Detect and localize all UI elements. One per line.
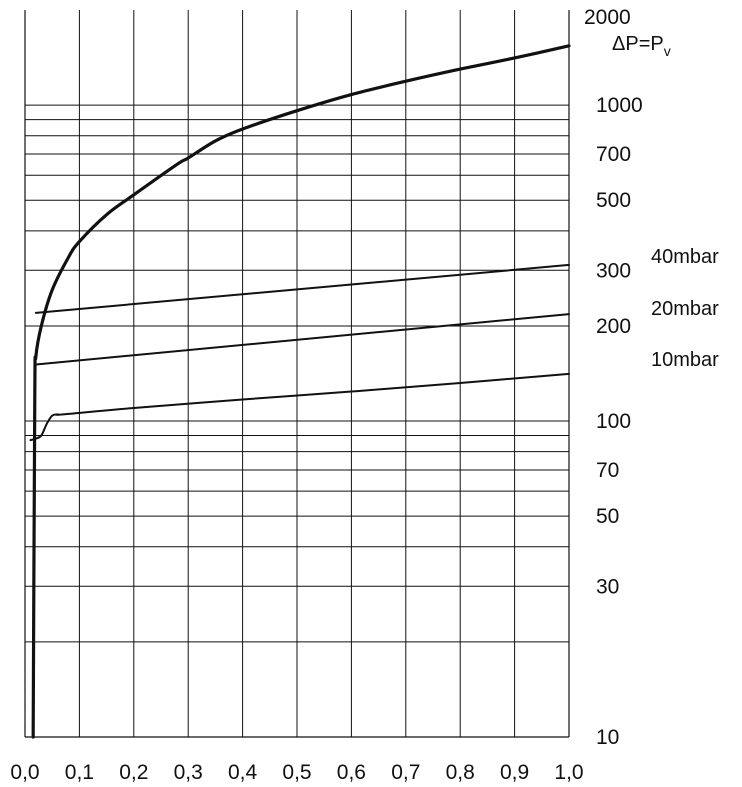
series-line-2 [34, 313, 570, 366]
x-tick-label: 0,3 [174, 761, 203, 784]
x-tick-label: 0,6 [337, 761, 366, 784]
x-axis-ticks: 0,0 0,1 0,2 0,3 0,4 0,5 0,6 0,7 0,8 0,9 1,0 [10, 761, 583, 784]
x-tick-label: 0,2 [119, 761, 148, 784]
series-label-subscript: v [664, 43, 671, 59]
y-axis-ticks: 2000 1000 700 500 300 200 100 70 50 30 10 [584, 6, 643, 749]
y-tick-label: 1000 [596, 94, 643, 117]
y-tick-label: 500 [596, 189, 631, 212]
series-line-3 [29, 372, 570, 442]
series-label-dp-pv: ΔP=Pv [612, 33, 671, 59]
x-tick-label: 0,0 [10, 761, 39, 784]
y-tick-label: 10 [596, 726, 619, 749]
x-tick-label: 0,7 [391, 761, 420, 784]
x-tick-label: 0,1 [65, 761, 94, 784]
x-tick-label: 0,8 [446, 761, 475, 784]
series-line-0 [31, 44, 571, 739]
series-layer [29, 44, 571, 739]
x-tick-label: 0,4 [228, 761, 258, 784]
y-tick-label: 700 [596, 143, 631, 166]
series-line-1 [34, 263, 570, 314]
y-tick-label: 200 [596, 315, 631, 338]
y-tick-label: 50 [596, 505, 619, 528]
x-tick-label: 0,5 [282, 761, 311, 784]
y-tick-label: 300 [596, 259, 631, 282]
series-label-10mbar: 10mbar [651, 349, 719, 371]
y-tick-label: 100 [596, 410, 631, 433]
y-tick-label: 2000 [584, 6, 631, 29]
y-tick-label: 30 [596, 575, 619, 598]
x-tick-label: 1,0 [554, 761, 583, 784]
series-label-40mbar: 40mbar [651, 246, 719, 268]
x-tick-label: 0,9 [500, 761, 529, 784]
y-tick-label: 70 [596, 459, 619, 482]
series-label-20mbar: 20mbar [651, 298, 719, 320]
